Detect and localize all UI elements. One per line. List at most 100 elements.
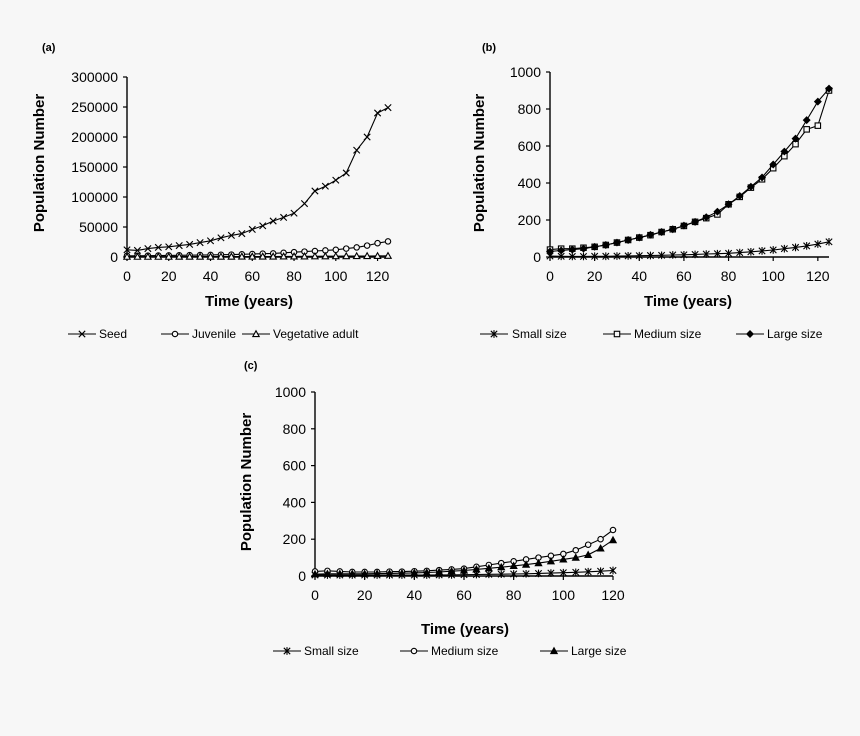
data-point [635,233,644,242]
data-point [248,225,256,233]
data-point [321,182,329,190]
panel-label-c: (c) [244,360,258,372]
legend-item-medium-size: Medium size [603,327,702,341]
data-point [144,245,152,253]
legend-label: Vegetative adult [273,327,359,341]
legend-label: Medium size [431,644,499,658]
data-point [668,225,677,234]
legend-marker [613,330,621,338]
data-point [332,246,340,254]
y-tick-label: 300000 [71,69,118,85]
data-point [459,566,469,574]
data-point [813,97,822,106]
legend-marker [549,646,559,655]
data-point [534,569,543,578]
data-point [780,244,788,253]
x-tick-label: 20 [587,268,603,284]
chart-panel-a: (a) Population Number Time (years) 0 5000… [31,42,393,341]
legend-label: Large size [767,327,823,341]
data-point [679,221,688,230]
data-point [584,541,592,548]
legend: Small size Medium size Large size [273,644,627,658]
data-point [522,569,530,578]
legend-label: Small size [512,327,567,341]
data-point [814,122,822,129]
y-tick-label: 50000 [79,219,118,235]
y-tick-label: 400 [283,494,307,510]
y-tick-label: 1000 [510,64,541,80]
data-point [331,251,340,260]
data-point [601,240,610,249]
y-axis-title-b: Population Number [471,94,488,232]
data-point [814,240,822,248]
data-point [590,242,599,251]
chart-panel-c: (c) Population Number Time (years) 02004… [238,360,627,658]
data-point [384,104,392,112]
x-tick-label: 120 [806,268,830,284]
data-point [584,567,592,576]
data-point [217,234,225,242]
x-tick-label: 20 [161,268,177,284]
data-point [780,147,789,156]
series-line-small-size [549,241,830,257]
data-point [825,237,833,246]
legend-item-small-size: Small size [273,644,359,658]
legend-marker [490,330,498,338]
data-point [310,251,320,260]
data-point [791,243,800,252]
x-tick-label: 80 [286,268,302,284]
data-point [702,213,711,222]
data-point [447,566,456,575]
data-point [758,173,767,182]
data-point [579,244,588,253]
data-point [385,569,394,577]
data-point [559,555,568,563]
data-point [227,252,236,260]
data-point [216,252,226,260]
y-axis-title-a: Population Number [31,94,48,232]
data-point [323,569,332,577]
data-point [612,238,621,247]
legend-label: Medium size [634,327,702,341]
data-point [175,242,183,250]
legend-item-small-size: Small size [480,327,567,341]
y-tick-label: 800 [518,101,542,117]
data-point [472,565,481,573]
y-tick-label: 100000 [71,189,118,205]
data-point [384,238,392,245]
data-point [735,191,744,200]
legend-marker [746,330,754,338]
data-point [609,566,617,575]
data-point [791,134,800,143]
data-point [613,252,621,260]
y-tick-label: 0 [533,249,541,265]
data-point [186,240,194,248]
data-point [568,245,577,254]
data-point [547,569,555,577]
x-tick-label: 120 [601,587,625,603]
y-tick-label: 200000 [71,129,118,145]
data-point [353,146,361,154]
y-tick-label: 0 [110,249,118,265]
data-point [669,251,677,259]
x-tick-label: 100 [324,268,348,284]
data-point [353,244,360,251]
data-point [680,250,688,259]
data-point [510,570,518,578]
data-point [802,116,811,125]
x-tick-label: 0 [311,587,319,603]
data-point [596,567,605,576]
legend-item-seed: Seed [68,327,127,341]
data-point [584,550,593,558]
legend-marker [410,647,418,655]
data-point [435,567,444,576]
y-tick-label: 200 [283,531,307,547]
data-point [175,252,184,260]
series-large-size [546,84,833,256]
data-point [608,535,618,544]
data-point [579,252,588,261]
data-point [691,250,699,259]
data-point [237,252,246,260]
x-tick-label: 0 [123,268,131,284]
plot-b: 0 200 400 600 800 1000 0 20 40 60 80 100 120 Small si… [480,64,833,341]
